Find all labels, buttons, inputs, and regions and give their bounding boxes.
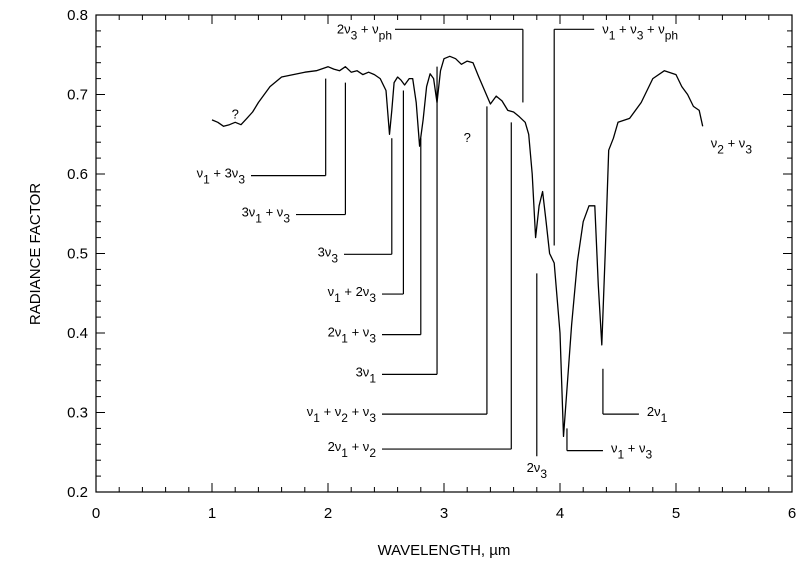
band-label-part: 3ν — [318, 244, 332, 259]
band-label-subscript: 3 — [369, 291, 376, 305]
band-label-subscript: 3 — [238, 173, 245, 187]
band-label-subscript: 3 — [745, 142, 752, 156]
spectrum-series — [211, 55, 704, 438]
question-mark-annotation: ? — [232, 106, 239, 121]
band-label-part: 3ν — [242, 205, 256, 220]
y-tick-label: 0.7 — [67, 87, 88, 104]
band-label-part: + ν — [724, 135, 745, 150]
band-label-2nu3-nuph: 2ν3​ + νph​ — [337, 21, 392, 42]
band-label-part: ν — [197, 166, 204, 181]
band-label-nu1-3nu3: ν1​ + 3ν3​ — [197, 166, 246, 187]
band-label-subscript: 1 — [341, 332, 348, 346]
plot-frame — [95, 14, 793, 493]
band-label-3nu1-nu3: 3ν1​ + ν3​ — [242, 205, 291, 226]
band-label-part: + ν — [357, 21, 378, 36]
band-label-part: ν — [611, 441, 618, 456]
axis-ticks: 0 1 2 3 4 5 6 0.2 0.3 0.4 0.5 0.6 0.7 0.8 — [67, 7, 796, 522]
band-label-nu1-nu2-nu3: ν1​ + ν2​ + ν3​ — [307, 404, 377, 425]
band-label-part: + ν — [348, 404, 369, 419]
band-label-subscript: 1 — [609, 28, 616, 42]
band-label-nu2-nu3: ν2​ + ν3​ — [711, 135, 753, 156]
band-label-subscript: 2 — [717, 142, 724, 156]
band-label-subscript: 3 — [645, 448, 652, 462]
band-label-part: + ν — [320, 404, 341, 419]
y-tick-label: 0.5 — [67, 246, 88, 263]
band-label-subscript: 3 — [540, 467, 547, 481]
band-label-2nu1-nu3: 2ν1​ + ν3​ — [328, 325, 377, 346]
x-tick-label: 4 — [556, 505, 564, 522]
band-label-subscript: 1 — [661, 411, 668, 425]
band-label-subscript: ph — [379, 28, 392, 42]
band-label-part: + ν — [624, 441, 645, 456]
band-label-part: + 3ν — [210, 166, 239, 181]
band-label-subscript: 3 — [369, 411, 376, 425]
y-tick-label: 0.8 — [67, 7, 88, 24]
band-label-part: 2ν — [647, 404, 661, 419]
band-label-2nu3-bottom: 2ν3 — [527, 460, 548, 481]
band-label-subscript: 1 — [334, 291, 341, 305]
y-tick-label: 0.4 — [67, 325, 88, 342]
band-label-nu1-nu3-nuph: ν1​ + ν3​ + νph​ — [602, 21, 678, 42]
band-label-subscript: 1 — [313, 411, 320, 425]
band-label-3nu3: 3ν3​ — [318, 244, 339, 265]
y-axis-title: RADIANCE FACTOR — [27, 183, 44, 325]
band-label-subscript: 1 — [341, 446, 348, 460]
band-label-subscript: 2 — [341, 411, 348, 425]
band-label-subscript: 3 — [283, 212, 290, 226]
band-label-part: + ν — [262, 205, 283, 220]
band-label-part: + ν — [348, 439, 369, 454]
plot-area — [95, 14, 793, 493]
band-label-subscript: 3 — [637, 28, 644, 42]
x-tick-label: 0 — [92, 505, 100, 522]
band-label-subscript: 1 — [255, 212, 262, 226]
band-label-part: 3ν — [356, 364, 370, 379]
band-label-part: ν — [307, 404, 314, 419]
band-label-part: ν — [711, 135, 718, 150]
band-label-part: 2ν — [527, 460, 541, 475]
x-tick-label: 1 — [208, 505, 216, 522]
band-label-part: + ν — [615, 21, 636, 36]
band-label-part: + ν — [348, 325, 369, 340]
band-label-part: + ν — [643, 21, 664, 36]
band-callouts: ??ν1​ + 3ν3​3ν1​ + ν3​3ν3​ν1​ + 2ν3​2ν1​… — [197, 21, 753, 481]
y-tick-label: 0.6 — [67, 166, 88, 183]
band-label-2nu1-right: 2ν1​ — [647, 404, 668, 425]
band-label-subscript: 1 — [617, 448, 624, 462]
band-label-part: + 2ν — [341, 284, 370, 299]
band-label-part: ν — [602, 21, 609, 36]
y-tick-label: 0.2 — [67, 484, 88, 501]
band-label-subscript: ph — [665, 28, 678, 42]
band-label-part: 2ν — [328, 325, 342, 340]
x-tick-label: 2 — [324, 505, 332, 522]
band-label-subscript: 3 — [351, 28, 358, 42]
band-label-3nu1: 3ν1​ — [356, 364, 377, 385]
x-tick-label: 3 — [440, 505, 448, 522]
spectrum-line — [211, 55, 704, 438]
band-label-nu1-nu3: ν1​ + ν3​ — [611, 441, 653, 462]
band-label-subscript: 3 — [331, 251, 338, 265]
band-label-subscript: 1 — [203, 173, 210, 187]
band-label-nu1-2nu3: ν1​ + 2ν3​ — [328, 284, 377, 305]
band-label-part: ν — [328, 284, 335, 299]
band-label-part: 2ν — [337, 21, 351, 36]
x-axis-title: WAVELENGTH, µm — [378, 542, 511, 559]
x-tick-label: 5 — [672, 505, 680, 522]
y-tick-label: 0.3 — [67, 405, 88, 422]
question-mark-annotation: ? — [464, 130, 471, 145]
band-label-subscript: 1 — [369, 371, 376, 385]
band-label-2nu1-nu2: 2ν1​ + ν2​ — [328, 439, 377, 460]
x-tick-label: 6 — [788, 505, 796, 522]
band-label-subscript: 2 — [369, 446, 376, 460]
band-label-part: 2ν — [328, 439, 342, 454]
band-label-subscript: 3 — [369, 332, 376, 346]
